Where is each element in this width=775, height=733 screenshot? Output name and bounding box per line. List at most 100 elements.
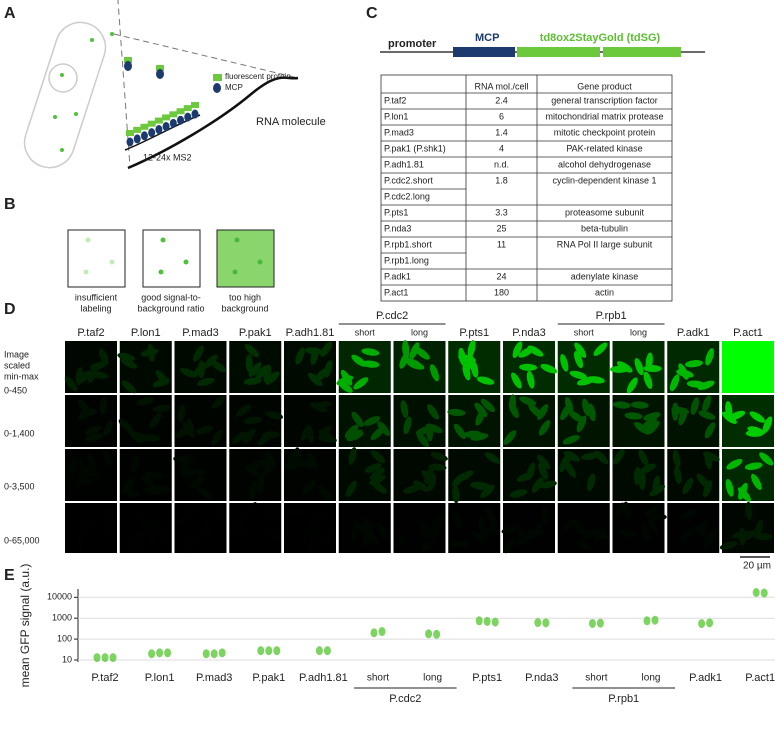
protein bbox=[169, 111, 178, 118]
cell bbox=[152, 404, 171, 413]
row-name: P.pts1 bbox=[384, 207, 408, 217]
row-product: mitochondrial matrix protease bbox=[545, 111, 663, 121]
cell bbox=[634, 422, 650, 435]
cell bbox=[98, 348, 109, 366]
cell bbox=[470, 531, 488, 542]
cell bbox=[120, 358, 137, 369]
row-product: RNA Pol II large subunit bbox=[557, 239, 653, 249]
panel-label: E bbox=[4, 567, 15, 584]
row-product: PAK-related kinase bbox=[566, 143, 642, 153]
row-value: 4 bbox=[499, 143, 504, 153]
cell bbox=[451, 540, 470, 548]
cell bbox=[697, 380, 715, 390]
row-value: n.d. bbox=[494, 159, 509, 169]
cell bbox=[634, 358, 644, 376]
cell bbox=[673, 466, 682, 484]
cell bbox=[508, 401, 519, 419]
cell bbox=[137, 509, 146, 527]
row-product: actin bbox=[595, 287, 614, 297]
panel-label: B bbox=[4, 196, 16, 213]
cell bbox=[361, 348, 380, 356]
cell bbox=[645, 352, 653, 371]
cell bbox=[118, 419, 133, 433]
column-label: P.taf2 bbox=[77, 327, 104, 339]
cell bbox=[647, 517, 659, 534]
cell bbox=[762, 416, 773, 434]
cell bbox=[211, 395, 226, 409]
mcp bbox=[155, 125, 163, 135]
panel-label: A bbox=[4, 5, 16, 22]
cell bbox=[751, 473, 762, 490]
zoom-line bbox=[117, 0, 131, 168]
cell bbox=[593, 342, 608, 356]
cell bbox=[130, 454, 139, 473]
row-value: 1.8 bbox=[495, 175, 508, 185]
dot bbox=[53, 115, 57, 119]
cell bbox=[593, 530, 610, 541]
cell bbox=[76, 534, 85, 553]
cell bbox=[623, 501, 631, 520]
row-name: P.taf2 bbox=[384, 95, 406, 105]
cell bbox=[519, 396, 537, 406]
panel-b bbox=[67, 229, 275, 288]
cell bbox=[431, 513, 446, 528]
cell-outline bbox=[23, 21, 107, 169]
mcp bbox=[156, 69, 164, 79]
cell bbox=[613, 502, 625, 519]
promoter: promoter bbox=[388, 38, 437, 50]
cell bbox=[313, 511, 331, 520]
mcp bbox=[191, 109, 199, 119]
protein bbox=[133, 126, 142, 133]
cell bbox=[526, 370, 535, 389]
cell bbox=[98, 507, 114, 519]
cell bbox=[353, 377, 369, 390]
cell bbox=[337, 380, 353, 393]
cell bbox=[369, 467, 385, 480]
point-cluster bbox=[643, 616, 651, 626]
cell bbox=[576, 540, 593, 552]
dot bbox=[85, 237, 91, 243]
cell bbox=[669, 374, 680, 392]
row-name: P.act1 bbox=[384, 287, 408, 297]
scale-label: 20 µm bbox=[743, 561, 771, 572]
cell bbox=[302, 480, 316, 495]
y-tick-label: 10 bbox=[62, 654, 72, 664]
dot bbox=[183, 259, 189, 265]
panel-label: C bbox=[366, 5, 378, 22]
cell bbox=[87, 452, 96, 471]
x-tick-label: long bbox=[423, 673, 442, 684]
cell bbox=[409, 342, 420, 360]
cell bbox=[576, 415, 587, 433]
protein bbox=[126, 130, 134, 136]
cell bbox=[177, 404, 186, 422]
cell bbox=[646, 420, 660, 435]
point-cluster bbox=[588, 618, 596, 628]
cell bbox=[680, 509, 697, 520]
cell bbox=[324, 527, 333, 545]
row-product: alcohol dehydrogenase bbox=[558, 159, 651, 169]
cell bbox=[453, 423, 466, 440]
protein bbox=[154, 117, 163, 124]
cell bbox=[145, 471, 164, 479]
cell bbox=[453, 511, 463, 529]
tag-box bbox=[603, 47, 681, 57]
cell bbox=[195, 425, 214, 435]
cell bbox=[527, 528, 546, 536]
point-cluster bbox=[425, 629, 433, 639]
x-tick-label: P.pak1 bbox=[252, 672, 285, 684]
cell bbox=[121, 486, 139, 497]
row-product: proteasome subunit bbox=[565, 207, 645, 217]
cell bbox=[512, 341, 523, 359]
cell bbox=[638, 449, 649, 466]
x-tick-label: P.lon1 bbox=[145, 672, 175, 684]
legend-protein bbox=[213, 74, 222, 81]
ms2-loops bbox=[124, 114, 201, 151]
cell bbox=[519, 363, 538, 371]
cell bbox=[639, 463, 656, 474]
cell bbox=[364, 463, 382, 473]
cell bbox=[319, 435, 337, 443]
cell bbox=[643, 371, 653, 389]
cell bbox=[127, 532, 145, 542]
column-label: P.pts1 bbox=[459, 327, 489, 339]
